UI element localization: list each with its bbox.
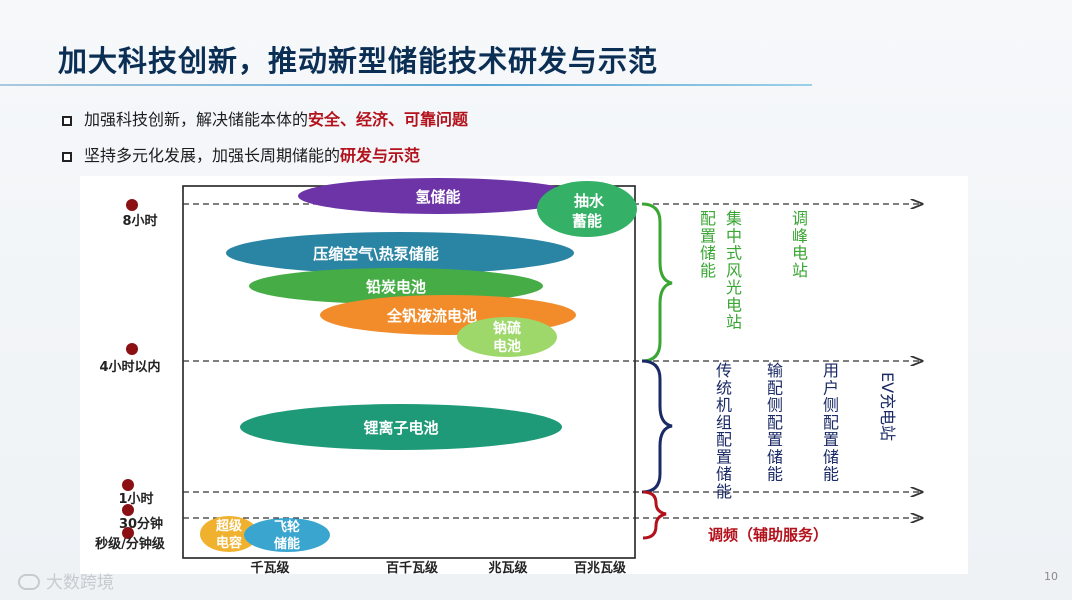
watermark-icon	[18, 574, 40, 590]
watermark-logo: 大数跨境	[18, 568, 114, 593]
x-label-kw: 千瓦级	[250, 560, 290, 576]
hydrogen-label: 氢储能	[415, 188, 460, 206]
square-bullet-icon	[62, 116, 72, 126]
y-marker-dot	[126, 199, 138, 211]
lithium-ion-ellipse	[240, 404, 562, 450]
y-marker-dot	[122, 504, 134, 516]
upper-group-label-3: 调峰电站	[792, 209, 808, 280]
upper-group-label-1: 配置储能	[700, 209, 716, 280]
supercapacitor-label-line1: 超级	[216, 518, 243, 534]
lithium-ion-label: 锂离子电池	[363, 419, 438, 437]
watermark-text: 大数跨境	[46, 573, 114, 593]
middle-group-label-3: 用户侧配置储能	[823, 361, 839, 484]
caes-label: 压缩空气\热泵储能	[313, 245, 438, 263]
upper-group-brace	[641, 202, 673, 363]
bullet-item-1: 加强科技创新，解决储能本体的安全、经济、可靠问题	[62, 106, 468, 130]
pumped-hydro-label-line1: 抽水	[574, 192, 605, 210]
sodium-sulfur-ellipse	[457, 317, 557, 357]
y-label-30min: 30分钟	[119, 516, 163, 532]
bullet-item-2: 坚持多元化发展，加强长周期储能的研发与示范	[62, 142, 420, 166]
flywheel-label-line1: 飞轮	[274, 519, 300, 535]
sodium-sulfur-label-line1: 钠硫	[493, 320, 521, 337]
x-label-100mw: 百兆瓦级	[574, 560, 627, 576]
lead-carbon-label: 铅炭电池	[366, 278, 426, 296]
supercapacitor-label-line2: 电容	[216, 535, 242, 551]
bullet-highlight: 研发与示范	[340, 146, 421, 165]
upper-group-label-2: 集中式风光电站	[726, 209, 742, 332]
sodium-sulfur-label-line2: 电池	[493, 338, 521, 355]
bullet-highlight: 安全、经济、可靠问题	[308, 110, 469, 129]
vanadium-flow-label: 全钒液流电池	[386, 307, 477, 325]
ev-station-label: EV充电站	[878, 372, 897, 441]
page-title: 加大科技创新，推动新型储能技术研发与示范	[58, 44, 659, 78]
lead-carbon-ellipse	[249, 268, 543, 304]
hydrogen-ellipse	[298, 178, 578, 214]
lower-group-brace	[642, 490, 667, 540]
y-label-1h: 1小时	[118, 491, 153, 507]
pumped-hydro-ellipse	[537, 181, 637, 237]
x-label-100kw: 百千瓦级	[386, 560, 439, 576]
y-label-8h: 8小时	[122, 213, 157, 229]
caes-ellipse	[226, 232, 574, 274]
supercapacitor-ellipse	[200, 516, 258, 552]
middle-group-label-2: 输配侧配置储能	[767, 361, 783, 484]
bullet-text: 坚持多元化发展，加强长周期储能的	[84, 146, 341, 165]
middle-group-brace	[641, 359, 673, 494]
page-number: 10	[1044, 570, 1058, 583]
y-marker-dot	[126, 343, 138, 355]
pumped-hydro-label-line2: 蓄能	[572, 212, 602, 230]
title-divider	[0, 84, 812, 86]
square-bullet-icon	[62, 152, 72, 162]
bullet-text: 加强科技创新，解决储能本体的	[84, 110, 309, 129]
y-marker-dot	[122, 479, 134, 491]
frequency-regulation-label: 调频（辅助服务）	[708, 526, 828, 544]
y-marker-dot	[122, 527, 134, 539]
flywheel-label-line2: 储能	[273, 536, 300, 552]
y-label-seconds: 秒级/分钟级	[95, 536, 166, 552]
x-label-mw: 兆瓦级	[488, 560, 528, 576]
y-label-4h: 4小时以内	[99, 359, 160, 375]
flywheel-ellipse	[244, 518, 330, 552]
middle-group-label-1: 传统机组配置储能	[716, 361, 732, 501]
